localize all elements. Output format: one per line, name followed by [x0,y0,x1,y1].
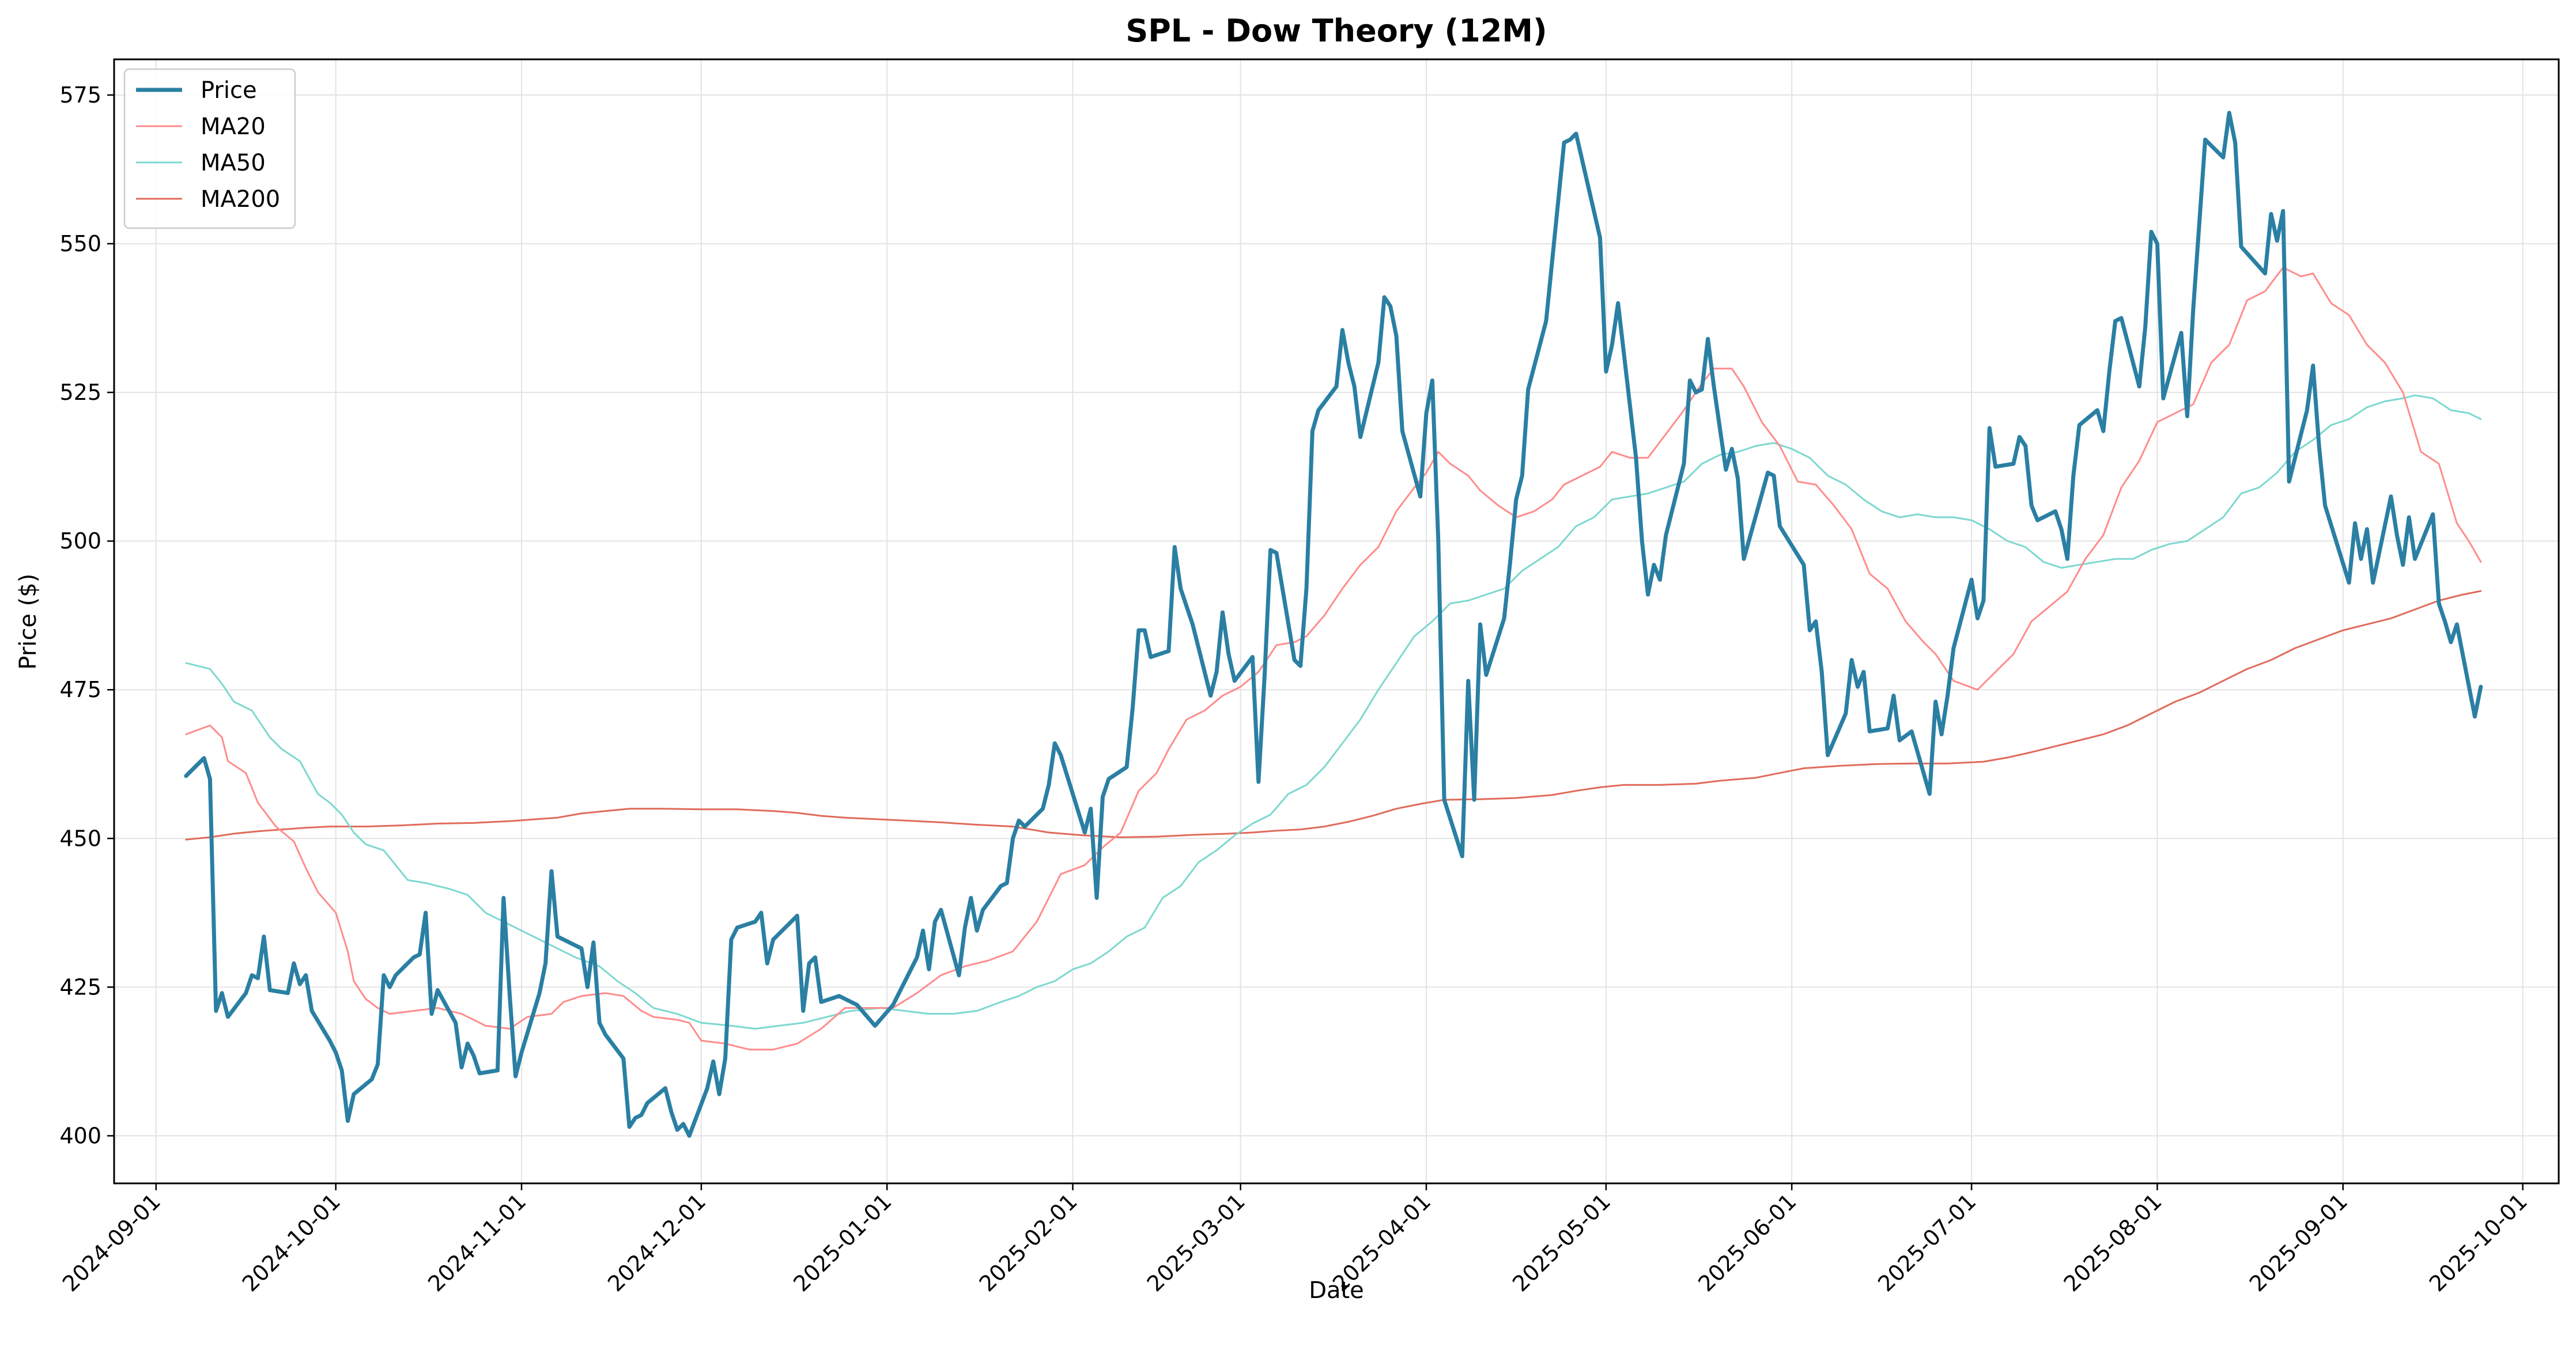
y-axis-ticks: 400 425 450 475 500 525 550 575 [59,82,114,1148]
y-axis-label: Price ($) [15,574,41,670]
x-axis-label: Date [1309,1277,1364,1304]
series-layer [184,111,2483,1138]
y-tick-label: 575 [59,82,101,108]
y-tick-label: 425 [59,974,101,1000]
series-line-ma200 [185,590,2482,841]
y-tick-label: 550 [59,231,101,256]
legend-label-ma50: MA50 [201,150,266,176]
legend-box [123,68,296,229]
series-line-price [184,111,2483,1138]
chart-title: SPL - Dow Theory (12M) [1125,13,1547,49]
y-tick-label: 400 [59,1123,101,1148]
y-tick-label: 450 [59,826,101,851]
legend-label-ma20: MA20 [201,113,266,140]
series-line-ma20 [185,266,2482,1051]
y-tick-label: 500 [59,528,101,554]
y-tick-label: 475 [59,677,101,702]
legend-label-ma200: MA200 [201,186,280,213]
y-tick-label: 525 [59,380,101,405]
plot-frame [113,58,2560,1185]
grid-lines [114,59,2559,1183]
legend: Price MA20 MA50 MA200 [123,68,296,229]
legend-label-price: Price [201,77,257,104]
